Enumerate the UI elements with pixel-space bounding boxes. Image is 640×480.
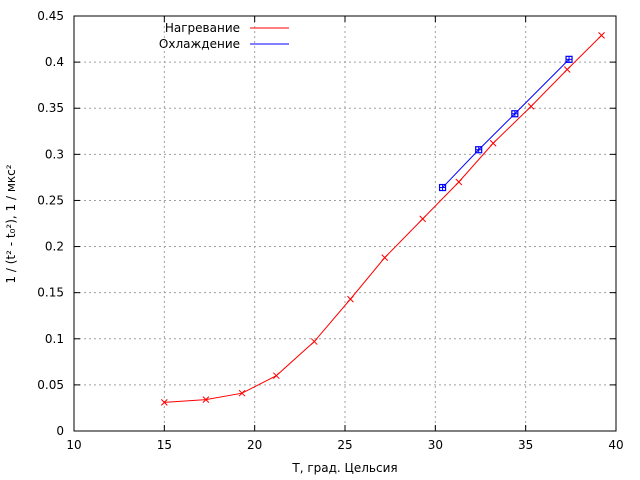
data-point: [160, 399, 168, 406]
x-tick-label: 35: [518, 438, 533, 452]
data-point: [475, 146, 483, 154]
data-point: [381, 254, 389, 261]
data-point: [238, 389, 246, 397]
x-tick-label: 10: [66, 438, 81, 452]
data-point: [310, 338, 318, 345]
series-line-0: [164, 35, 602, 403]
y-tick-label: 0.1: [45, 332, 64, 346]
x-axis-label: T, град. Цельсия: [291, 461, 397, 475]
y-tick-label: 0: [56, 424, 64, 438]
data-point: [563, 66, 571, 73]
plot-frame: [73, 15, 617, 432]
data-point: [565, 55, 573, 63]
y-tick-label: 0.2: [45, 240, 64, 254]
y-axis-label: 1 / (t² - t₀²), 1 / мкс²: [4, 164, 18, 283]
data-point: [489, 139, 497, 147]
data-point: [419, 215, 427, 223]
axis-ticks: 10 15 20 25 30 35 40 0 0.05 0.1 0.15 0.2 0.25 0.3 0.35…: [37, 9, 623, 452]
x-tick-label: 25: [337, 438, 352, 452]
legend: Нагревание Охлаждение: [159, 21, 289, 51]
data-point: [202, 396, 210, 403]
y-tick-label: 0.05: [37, 378, 64, 392]
y-tick-label: 0.15: [37, 286, 64, 300]
x-tick-label: 40: [608, 438, 623, 452]
x-tick-label: 15: [157, 438, 172, 452]
data-point: [598, 32, 605, 39]
data-point: [511, 110, 519, 118]
y-tick-label: 0.4: [45, 55, 64, 69]
y-tick-label: 0.3: [45, 147, 64, 161]
data-point: [347, 295, 354, 303]
legend-label-heating: Нагревание: [165, 21, 240, 35]
x-tick-label: 30: [428, 438, 443, 452]
grid: [74, 16, 616, 431]
series: [160, 32, 605, 406]
data-point: [455, 178, 463, 186]
legend-label-cooling: Охлаждение: [159, 37, 240, 51]
y-tick-label: 0.25: [37, 193, 64, 207]
series-line-1: [442, 58, 570, 188]
data-point: [272, 372, 280, 380]
y-tick-label: 0.35: [37, 101, 64, 115]
y-tick-label: 0.45: [37, 9, 64, 23]
x-tick-label: 20: [247, 438, 262, 452]
data-point: [527, 103, 535, 110]
data-point: [438, 183, 447, 192]
